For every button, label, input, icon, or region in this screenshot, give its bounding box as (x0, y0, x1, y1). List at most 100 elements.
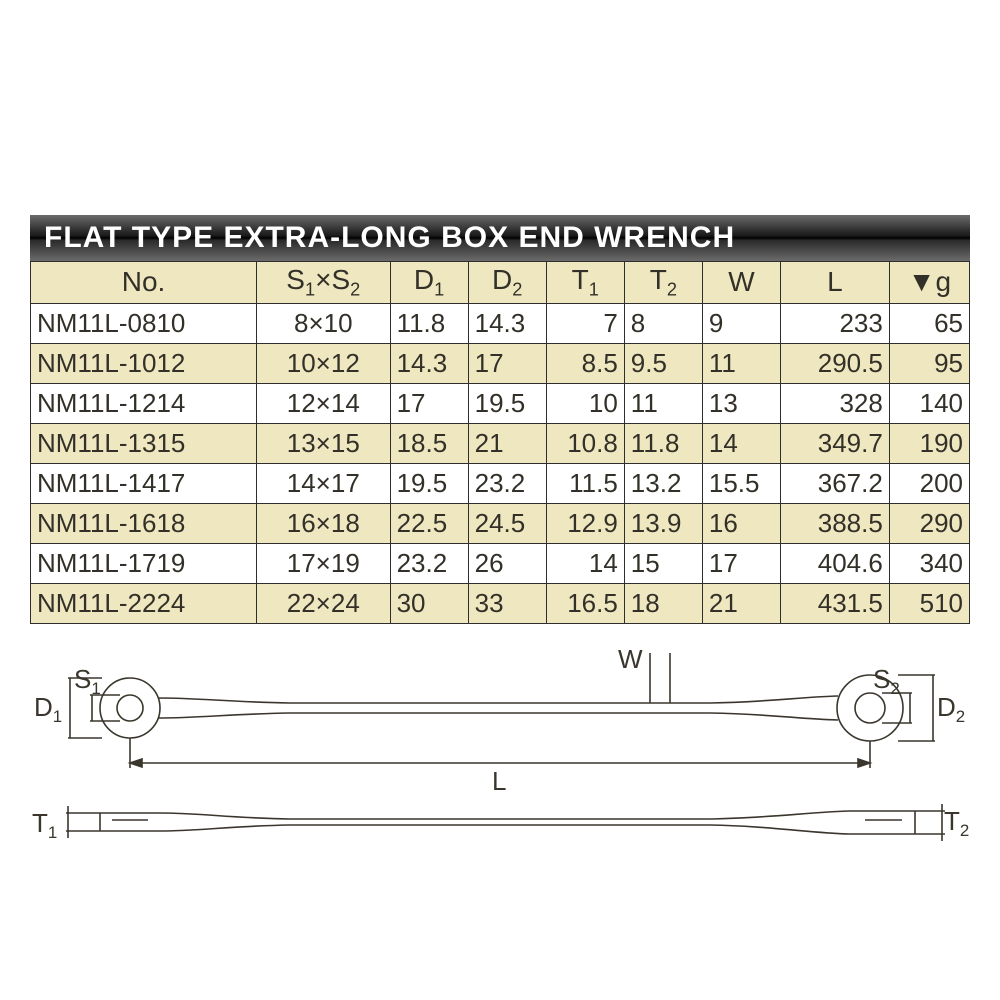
cell-t1: 12.9 (546, 503, 624, 543)
cell-d1: 30 (390, 583, 468, 623)
cell-w: 11 (702, 343, 780, 383)
cell-s: 22×24 (257, 583, 391, 623)
cell-t1: 11.5 (546, 463, 624, 503)
cell-t2: 13.9 (624, 503, 702, 543)
cell-g: 140 (889, 383, 969, 423)
cell-g: 340 (889, 543, 969, 583)
wrench-diagram: D1 S1 S2 D2 W L T1 T2 (30, 648, 970, 858)
col-t2: T2 (624, 262, 702, 304)
col-d1: D1 (390, 262, 468, 304)
cell-w: 17 (702, 543, 780, 583)
label-l: L (492, 766, 506, 797)
cell-d1: 11.8 (390, 303, 468, 343)
cell-g: 200 (889, 463, 969, 503)
cell-no: NM11L-1719 (31, 543, 257, 583)
cell-l: 328 (780, 383, 889, 423)
cell-s: 8×10 (257, 303, 391, 343)
label-s1: S1 (74, 664, 101, 699)
cell-t2: 18 (624, 583, 702, 623)
table-row: NM11L-131513×1518.52110.811.814349.7190 (31, 423, 970, 463)
cell-l: 233 (780, 303, 889, 343)
cell-s: 16×18 (257, 503, 391, 543)
cell-t1: 8.5 (546, 343, 624, 383)
cell-t2: 11.8 (624, 423, 702, 463)
col-no: No. (31, 262, 257, 304)
cell-d1: 23.2 (390, 543, 468, 583)
cell-d1: 22.5 (390, 503, 468, 543)
cell-l: 349.7 (780, 423, 889, 463)
cell-no: NM11L-1618 (31, 503, 257, 543)
label-t2: T2 (944, 806, 969, 841)
cell-t2: 8 (624, 303, 702, 343)
col-t1: T1 (546, 262, 624, 304)
cell-d1: 14.3 (390, 343, 468, 383)
cell-l: 367.2 (780, 463, 889, 503)
cell-d2: 24.5 (468, 503, 546, 543)
cell-t2: 9.5 (624, 343, 702, 383)
cell-t1: 14 (546, 543, 624, 583)
table-row: NM11L-171917×1923.226141517404.6340 (31, 543, 970, 583)
cell-g: 290 (889, 503, 969, 543)
cell-s: 17×19 (257, 543, 391, 583)
cell-g: 95 (889, 343, 969, 383)
col-w: W (702, 262, 780, 304)
cell-s: 10×12 (257, 343, 391, 383)
cell-d1: 19.5 (390, 463, 468, 503)
cell-w: 14 (702, 423, 780, 463)
cell-l: 388.5 (780, 503, 889, 543)
col-l: L (780, 262, 889, 304)
table-row: NM11L-101210×1214.3178.59.511290.595 (31, 343, 970, 383)
title-bar: FLAT TYPE EXTRA-LONG BOX END WRENCH (30, 215, 970, 261)
tbody: NM11L-08108×1011.814.378923365NM11L-1012… (31, 303, 970, 623)
cell-d1: 17 (390, 383, 468, 423)
cell-s: 14×17 (257, 463, 391, 503)
cell-g: 510 (889, 583, 969, 623)
table-row: NM11L-222422×24303316.51821431.5510 (31, 583, 970, 623)
cell-d1: 18.5 (390, 423, 468, 463)
label-w: W (618, 644, 643, 675)
cell-no: NM11L-1012 (31, 343, 257, 383)
label-s2: S2 (873, 664, 900, 699)
cell-t1: 7 (546, 303, 624, 343)
cell-d2: 33 (468, 583, 546, 623)
cell-t1: 16.5 (546, 583, 624, 623)
table-row: NM11L-161816×1822.524.512.913.916388.529… (31, 503, 970, 543)
col-g: ▼g (889, 262, 969, 304)
cell-d2: 14.3 (468, 303, 546, 343)
cell-w: 21 (702, 583, 780, 623)
table-row: NM11L-141714×1719.523.211.513.215.5367.2… (31, 463, 970, 503)
cell-d2: 26 (468, 543, 546, 583)
cell-w: 9 (702, 303, 780, 343)
label-d1: D1 (34, 692, 62, 727)
col-s: S1×S2 (257, 262, 391, 304)
table-row: NM11L-08108×1011.814.378923365 (31, 303, 970, 343)
cell-d2: 21 (468, 423, 546, 463)
cell-no: NM11L-1214 (31, 383, 257, 423)
cell-t2: 11 (624, 383, 702, 423)
cell-w: 16 (702, 503, 780, 543)
cell-t1: 10.8 (546, 423, 624, 463)
cell-s: 13×15 (257, 423, 391, 463)
cell-w: 15.5 (702, 463, 780, 503)
spec-table: No.S1×S2D1D2T1T2WL▼g NM11L-08108×1011.81… (30, 261, 970, 624)
cell-d2: 19.5 (468, 383, 546, 423)
spec-sheet: FLAT TYPE EXTRA-LONG BOX END WRENCH No.S… (30, 215, 970, 858)
cell-t2: 15 (624, 543, 702, 583)
cell-l: 404.6 (780, 543, 889, 583)
cell-l: 290.5 (780, 343, 889, 383)
thead: No.S1×S2D1D2T1T2WL▼g (31, 262, 970, 304)
cell-no: NM11L-2224 (31, 583, 257, 623)
label-d2: D2 (937, 692, 965, 727)
col-d2: D2 (468, 262, 546, 304)
cell-no: NM11L-0810 (31, 303, 257, 343)
cell-g: 190 (889, 423, 969, 463)
cell-t2: 13.2 (624, 463, 702, 503)
cell-d2: 17 (468, 343, 546, 383)
header-row: No.S1×S2D1D2T1T2WL▼g (31, 262, 970, 304)
cell-t1: 10 (546, 383, 624, 423)
cell-w: 13 (702, 383, 780, 423)
table-row: NM11L-121412×141719.5101113328140 (31, 383, 970, 423)
cell-d2: 23.2 (468, 463, 546, 503)
cell-no: NM11L-1315 (31, 423, 257, 463)
diagram-svg (30, 648, 970, 858)
